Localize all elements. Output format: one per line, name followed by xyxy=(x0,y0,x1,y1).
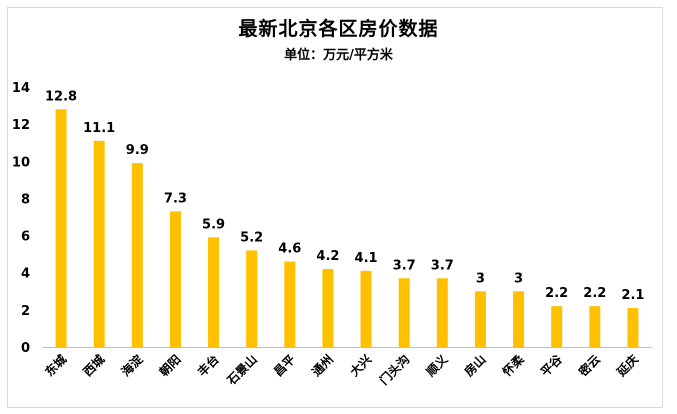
category-label: 密云 xyxy=(575,352,603,380)
y-tick-label: 10 xyxy=(12,155,30,170)
y-tick-label: 8 xyxy=(21,192,30,207)
data-label: 7.3 xyxy=(164,191,187,206)
bar xyxy=(474,291,486,347)
category-label: 房山 xyxy=(461,352,489,380)
data-label: 2.2 xyxy=(545,286,568,301)
category-label: 大兴 xyxy=(347,352,375,380)
y-tick-label: 14 xyxy=(12,81,30,96)
data-label: 5.2 xyxy=(240,230,263,245)
bar xyxy=(93,140,105,347)
y-axis: 0 2 4 6 8 10 12 14 xyxy=(12,81,30,356)
category-label: 朝阳 xyxy=(156,352,184,380)
chart-title: 最新北京各区房价数据 xyxy=(238,18,439,40)
category-label: 门头沟 xyxy=(376,352,412,388)
category-label: 西城 xyxy=(80,352,108,380)
bar xyxy=(436,278,448,347)
data-label: 2.1 xyxy=(621,288,644,303)
y-tick-label: 12 xyxy=(12,118,30,133)
y-tick-label: 0 xyxy=(21,341,30,356)
bar xyxy=(131,163,143,347)
data-label: 2.2 xyxy=(583,286,606,301)
category-label: 平谷 xyxy=(537,351,565,379)
bar xyxy=(208,237,220,347)
category-label: 昌平 xyxy=(271,352,298,379)
category-label: 东城 xyxy=(42,352,70,380)
data-label: 3.7 xyxy=(393,258,416,273)
chart-subtitle: 单位：万元/平方米 xyxy=(284,48,393,63)
y-tick-label: 2 xyxy=(21,304,30,319)
data-label: 4.6 xyxy=(278,242,301,257)
bar xyxy=(513,291,525,347)
data-label: 3 xyxy=(514,271,523,286)
y-tick-label: 4 xyxy=(21,267,30,282)
bar xyxy=(55,109,67,348)
data-label: 12.8 xyxy=(45,89,77,104)
data-label: 11.1 xyxy=(83,121,115,136)
category-label: 顺义 xyxy=(423,351,451,379)
category-label: 延庆 xyxy=(613,352,641,380)
category-label: 怀柔 xyxy=(499,351,527,379)
data-label: 4.2 xyxy=(316,249,339,264)
x-axis: 东城 西城 海淀 朝阳 丰台 石景山 昌平 通州 大兴 门头沟 顺义 房山 怀柔 平谷 密云 延庆 xyxy=(42,347,652,389)
data-label: 9.9 xyxy=(126,143,149,158)
bar xyxy=(169,211,181,347)
bar xyxy=(551,306,563,347)
bar xyxy=(589,306,601,347)
data-label: 5.9 xyxy=(202,217,225,232)
data-label: 3 xyxy=(476,271,485,286)
category-label: 丰台 xyxy=(194,352,222,380)
y-tick-label: 6 xyxy=(21,230,30,245)
bar xyxy=(284,261,296,347)
bar xyxy=(322,269,334,347)
category-label: 通州 xyxy=(308,352,336,380)
category-label: 石景山 xyxy=(223,352,260,389)
category-label: 海淀 xyxy=(118,351,146,379)
bar xyxy=(398,278,410,347)
bar xyxy=(246,250,258,347)
bars: 12.8 11.1 9.9 7.3 5.9 5.2 4.6 4.2 4.1 3.7 3.7 3 3 2.2… xyxy=(45,89,644,348)
data-label: 3.7 xyxy=(431,258,454,273)
bar xyxy=(627,308,639,347)
data-label: 4.1 xyxy=(355,251,378,266)
bar xyxy=(360,270,372,347)
